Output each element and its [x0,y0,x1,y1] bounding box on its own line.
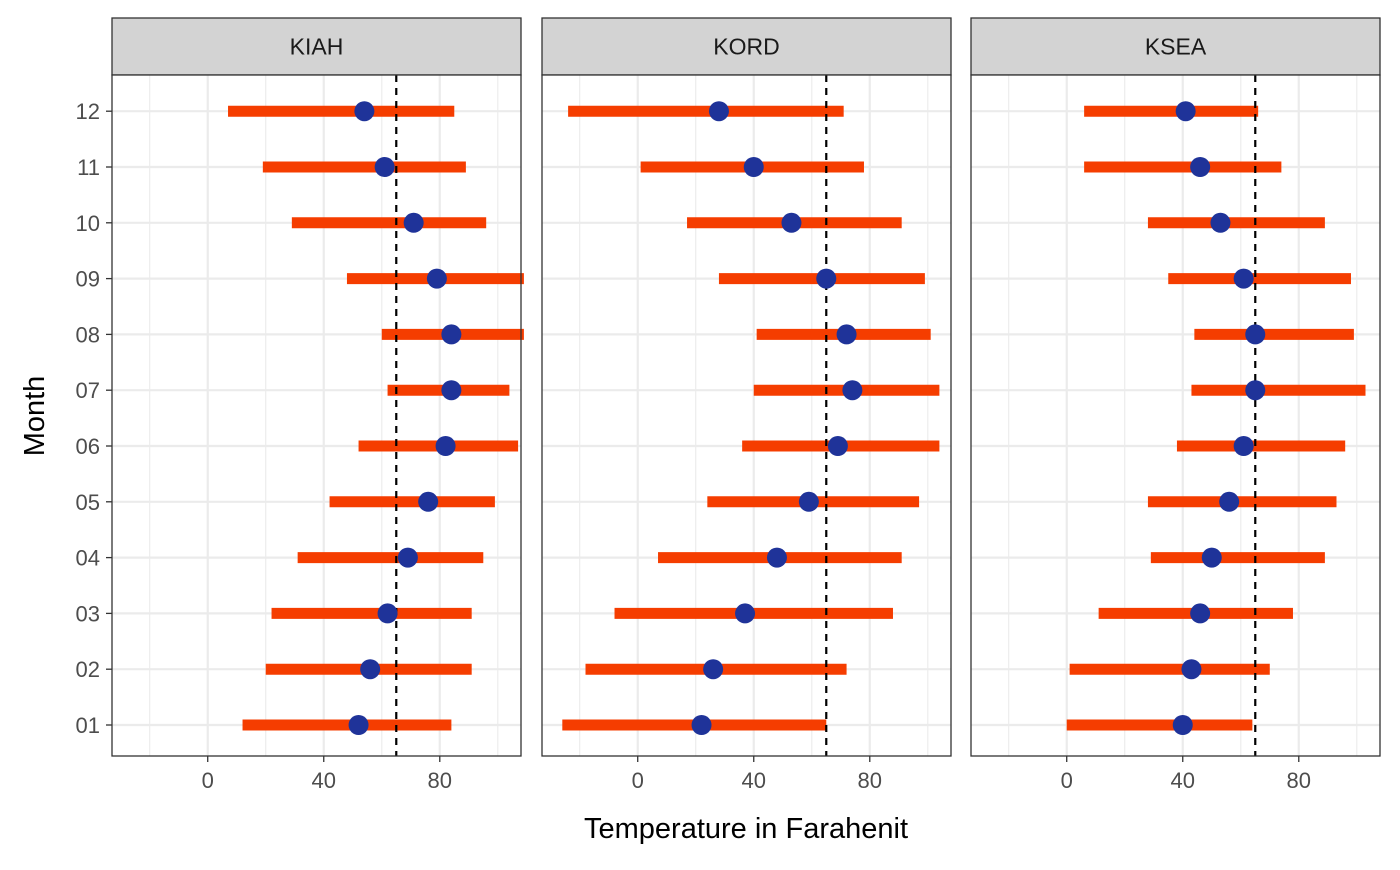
mean-point-ksea-01 [1172,715,1193,735]
mean-point-ksea-02 [1181,659,1202,680]
y-tick-label-11: 11 [77,155,100,180]
mean-point-kord-07 [842,380,863,401]
y-tick-label-02: 02 [76,657,100,682]
panel-background [542,75,951,756]
strip-kiah [111,17,522,76]
mean-point-kord-09 [816,268,837,289]
mean-point-kiah-05 [418,491,439,512]
mean-point-kord-11 [743,157,764,177]
mean-point-kord-12 [708,101,729,122]
mean-point-kiah-02 [360,659,381,680]
x-tick-label: 80 [1287,768,1311,793]
x-tick-label: 40 [742,768,766,793]
mean-point-kiah-06 [435,436,456,456]
mean-point-kord-05 [798,491,819,512]
mean-point-kord-02 [703,659,724,680]
y-tick-label-01: 01 [76,713,100,738]
mean-point-kord-01 [691,715,712,735]
strip-label-kiah: KIAH [290,34,344,60]
y-tick-label-03: 03 [76,601,100,626]
x-tick-label: 40 [1171,768,1195,793]
mean-point-ksea-05 [1219,491,1240,512]
x-tick-label: 0 [632,768,644,793]
panel-background [112,75,521,756]
mean-point-ksea-07 [1245,380,1266,401]
x-tick-label: 80 [428,768,452,793]
y-tick-label-09: 09 [76,267,100,292]
mean-point-ksea-08 [1245,324,1266,345]
panel-background [971,75,1380,756]
mean-point-kiah-07 [441,380,462,401]
panel-border-kiah [111,74,522,757]
y-tick-label-06: 06 [76,434,100,459]
mean-point-kord-03 [735,603,756,624]
mean-point-kord-06 [827,436,848,456]
mean-point-ksea-03 [1190,603,1211,624]
mean-point-ksea-11 [1190,157,1211,177]
strip-kord [541,17,952,76]
panel-border-kord [541,74,952,757]
x-tick-label: 0 [1061,768,1073,793]
mean-point-ksea-10 [1210,212,1231,233]
mean-point-kiah-11 [374,157,395,177]
mean-point-ksea-06 [1233,436,1254,456]
mean-point-kiah-08 [441,324,462,345]
mean-point-ksea-04 [1201,547,1222,568]
mean-point-kiah-01 [348,715,369,735]
y-tick-label-05: 05 [76,490,100,515]
y-tick-label-12: 12 [76,99,100,124]
mean-point-kord-10 [781,212,802,233]
strip-label-kord: KORD [713,34,779,60]
panel-border-ksea [970,74,1381,757]
y-tick-label-08: 08 [76,322,100,347]
mean-point-kiah-03 [377,603,398,624]
x-tick-label: 40 [312,768,336,793]
strip-label-ksea: KSEA [1145,34,1207,60]
x-tick-label: 0 [202,768,214,793]
mean-point-ksea-12 [1175,101,1196,122]
y-tick-label-07: 07 [76,378,100,403]
mean-point-kiah-10 [403,212,424,233]
strip-ksea [970,17,1381,76]
y-tick-label-04: 04 [76,546,100,571]
mean-point-kiah-09 [426,268,447,289]
mean-point-ksea-09 [1233,268,1254,289]
mean-point-kiah-12 [354,101,375,122]
x-axis-title: Temperature in Farahenit [584,813,908,845]
x-tick-label: 80 [858,768,882,793]
y-axis-title: Month [19,376,51,457]
mean-point-kord-08 [836,324,857,345]
y-tick-label-10: 10 [76,211,100,236]
mean-point-kiah-04 [397,547,418,568]
mean-point-kord-04 [766,547,787,568]
